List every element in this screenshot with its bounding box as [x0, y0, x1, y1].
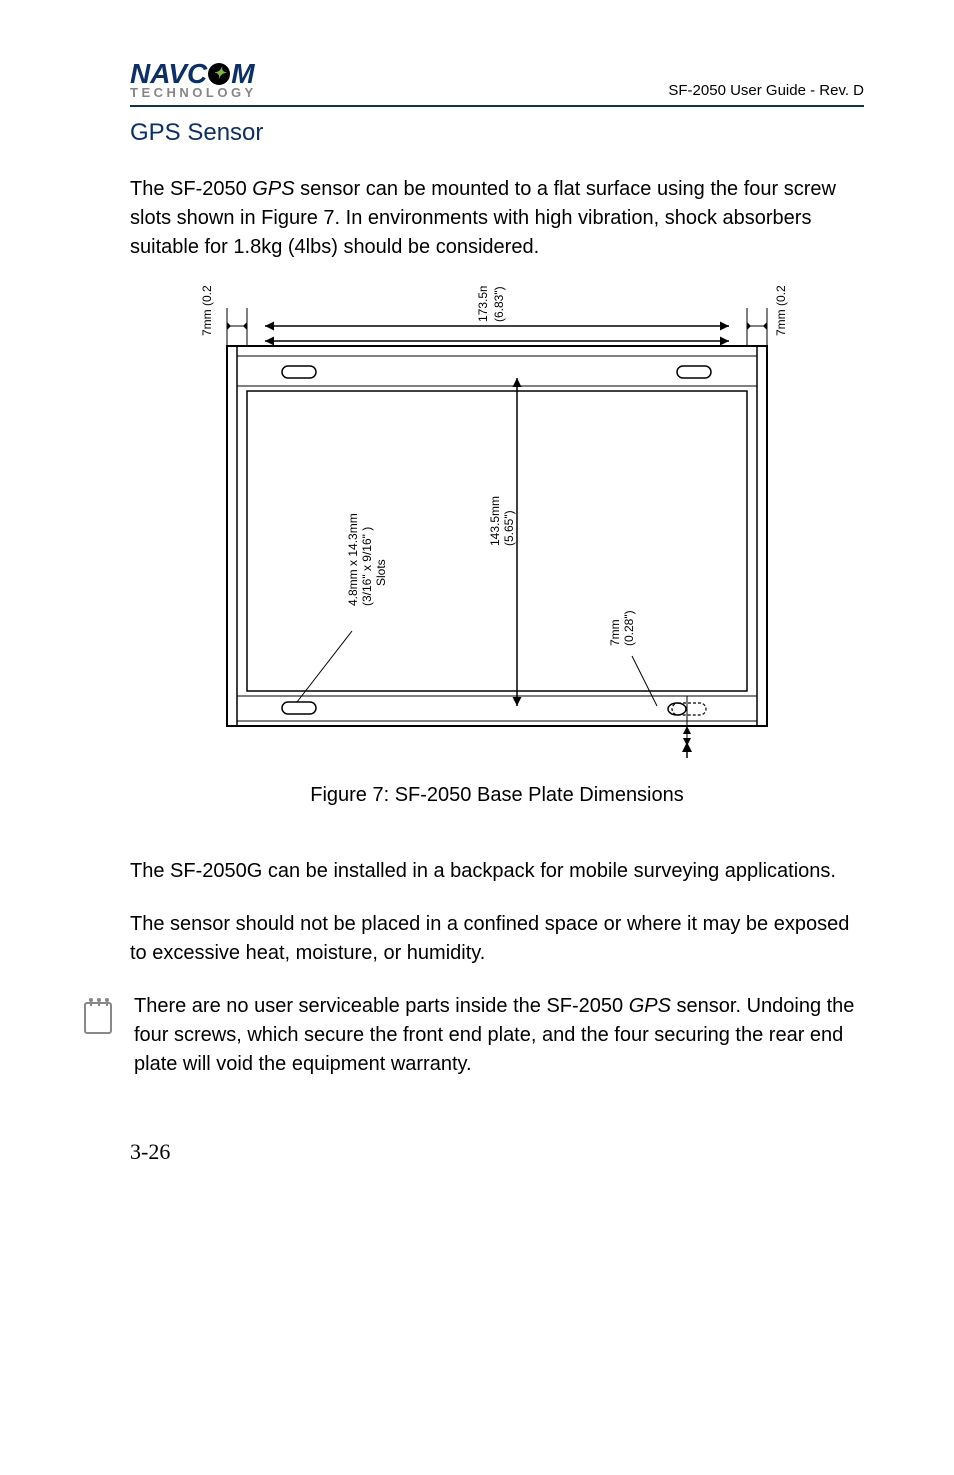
logo: NAVC M TECHNOLOGY [130, 60, 257, 99]
logo-top: NAVC M [130, 60, 257, 88]
note-a: There are no user serviceable parts insi… [134, 995, 629, 1017]
dim-slot-c: Slots [374, 559, 388, 586]
note-icon [82, 996, 116, 1036]
note-text: There are no user serviceable parts insi… [134, 992, 864, 1079]
dim-slot-b: (3/16" x 9/16" ) [360, 527, 374, 606]
figure: 173.5mm (6.83") 7mm (0.28") 7mm (0.28") … [130, 286, 864, 766]
dim-slot-a: 4.8mm x 14.3mm [346, 513, 360, 606]
figure-caption: Figure 7: SF-2050 Base Plate Dimensions [130, 784, 864, 807]
note-gps: GPS [629, 995, 671, 1017]
dim-7mm-bot: 7mm [608, 619, 622, 646]
page-number: 3-26 [130, 1139, 864, 1165]
paragraph-1: The SF-2050 GPS sensor can be mounted to… [130, 175, 864, 262]
paragraph-3: The sensor should not be placed in a con… [130, 910, 864, 968]
para1-a: The SF-2050 [130, 178, 252, 200]
logo-text-left: NAVC [130, 60, 207, 88]
base-plate-diagram: 173.5mm (6.83") 7mm (0.28") 7mm (0.28") … [187, 286, 807, 766]
page: NAVC M TECHNOLOGY SF-2050 User Guide - R… [0, 0, 954, 1225]
dim-143-5: 143.5mm [488, 496, 502, 546]
logo-text-right: M [231, 60, 254, 88]
header: NAVC M TECHNOLOGY SF-2050 User Guide - R… [130, 60, 864, 99]
dim-173-5: 173.5mm [476, 286, 490, 322]
dim-7mm-right: 7mm (0.28") [774, 286, 788, 336]
header-rule [130, 105, 864, 107]
header-doc-title: SF-2050 User Guide - Rev. D [668, 82, 864, 99]
paragraph-2: The SF-2050G can be installed in a backp… [130, 857, 864, 886]
logo-dot-icon [208, 63, 230, 85]
dim-143-5-in: (5.65") [502, 510, 516, 546]
dim-7mm-bot-in: (0.28") [622, 610, 636, 646]
dim-7mm-left: 7mm (0.28") [200, 286, 214, 336]
section-title: GPS Sensor [130, 119, 864, 147]
note-block: There are no user serviceable parts insi… [130, 992, 864, 1079]
logo-subtext: TECHNOLOGY [130, 86, 257, 99]
para1-gps: GPS [252, 178, 294, 200]
dim-173-5-in: (6.83") [492, 286, 506, 322]
